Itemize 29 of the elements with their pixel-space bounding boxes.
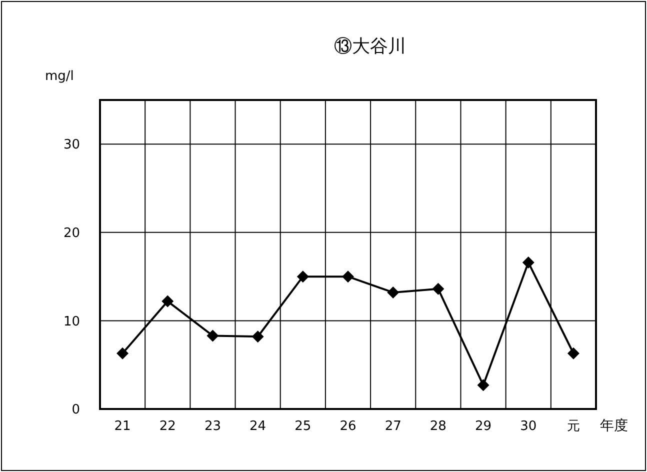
point [296,270,309,283]
x-tick-label: 27 [384,419,402,434]
x-tick-label: 23 [204,419,221,434]
point [387,286,400,298]
point [567,347,580,360]
x-tick-label: 21 [114,419,131,434]
point [162,295,174,308]
point [206,330,219,342]
x-tick-label: 24 [250,419,266,434]
x-axis-title: 年度 [600,418,628,434]
x-tick-label: 元 [566,419,580,434]
x-tick-label: 28 [430,419,446,434]
y-tick-label: 20 [63,226,80,241]
y-tick-label: 10 [63,314,80,330]
point [342,270,354,283]
x-tick-label: 26 [340,419,356,434]
y-axis-title: mg/l [45,69,74,84]
point [252,330,264,343]
y-tick-label: 30 [63,138,80,153]
x-tick-label: 22 [159,419,176,434]
y-tick-label: 0 [72,402,80,418]
x-tick-label: 30 [520,419,537,434]
point [477,379,490,392]
x-tick-label: 29 [475,419,492,434]
point [522,256,534,268]
x-tick-label: 25 [294,419,312,434]
point [116,347,129,360]
chart-title: ⑬大谷川 [334,36,406,57]
point [432,282,444,295]
